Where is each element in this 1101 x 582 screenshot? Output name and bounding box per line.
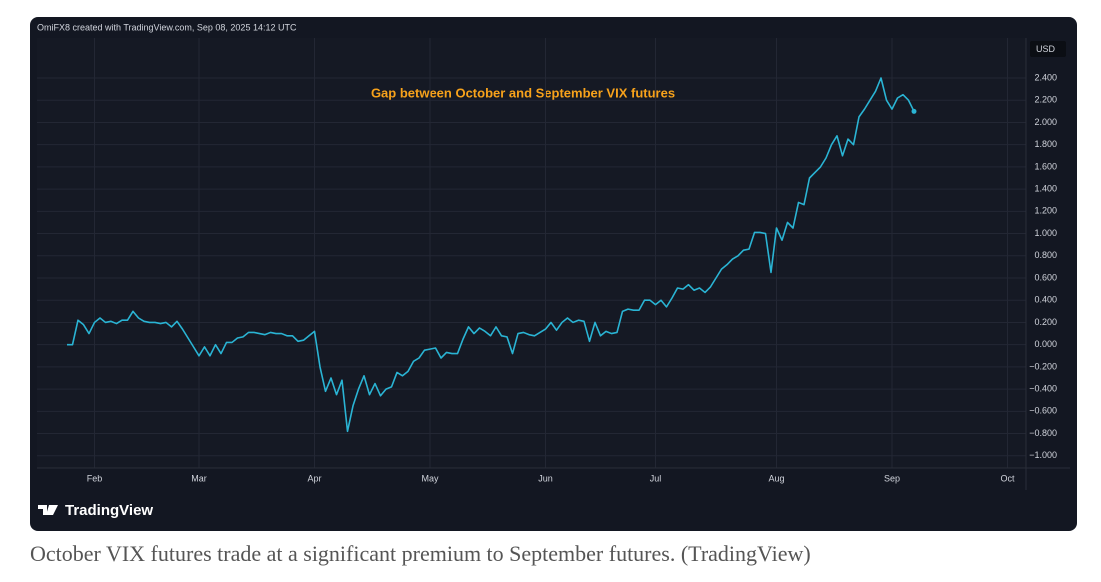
y-tick-label: 1.000 — [1034, 228, 1057, 238]
x-tick-label: Feb — [87, 473, 103, 483]
y-tick-label: −0.200 — [1029, 361, 1057, 371]
end-dot — [911, 108, 917, 114]
x-tick-label: Oct — [1000, 473, 1015, 483]
x-tick-label: Apr — [307, 473, 321, 483]
currency-box — [1030, 41, 1066, 57]
currency: USD — [1036, 44, 1056, 54]
y-tick-label: 2.000 — [1034, 117, 1057, 127]
y-tick-label: 1.400 — [1034, 183, 1057, 193]
y-tick-label: −1.000 — [1029, 450, 1057, 460]
x-tick-label: Jun — [538, 473, 553, 483]
y-tick-label: 0.600 — [1034, 272, 1057, 282]
y-tick-label: 2.200 — [1034, 95, 1057, 105]
line — [67, 77, 915, 433]
caption: October VIX futures trade at a significa… — [30, 541, 811, 566]
brand: TradingView — [65, 502, 153, 519]
y-tick-label: 0.000 — [1034, 339, 1057, 349]
plot-area — [37, 38, 1026, 468]
marks — [67, 77, 917, 433]
y-tick-label: 1.200 — [1034, 206, 1057, 216]
annotation: Gap between October and September VIX fu… — [371, 85, 675, 100]
y-tick-label: 1.800 — [1034, 139, 1057, 149]
x-tick-label: Aug — [768, 473, 784, 483]
y-tick-label: −0.800 — [1029, 428, 1057, 438]
y-tick-label: 1.600 — [1034, 161, 1057, 171]
y-tick-label: −0.400 — [1029, 383, 1057, 393]
header: OmiFX8 created with TradingView.com, Sep… — [37, 22, 297, 32]
x-tick-label: Sep — [884, 473, 900, 483]
x-tick-label: Mar — [191, 473, 207, 483]
x-tick-label: Jul — [650, 473, 662, 483]
x-tick-label: May — [421, 473, 439, 483]
y-tick-label: 0.800 — [1034, 250, 1057, 260]
grid: 2.400 2.200 2.000 1.800 1.600 1.400 1.200 1.000… — [37, 38, 1070, 490]
y-tick-label: 0.400 — [1034, 295, 1057, 305]
logo — [38, 505, 58, 515]
y-tick-label: 2.400 — [1034, 72, 1057, 82]
y-tick-label: −0.600 — [1029, 406, 1057, 416]
y-tick-label: 0.200 — [1034, 317, 1057, 327]
logo-icon — [38, 505, 58, 515]
